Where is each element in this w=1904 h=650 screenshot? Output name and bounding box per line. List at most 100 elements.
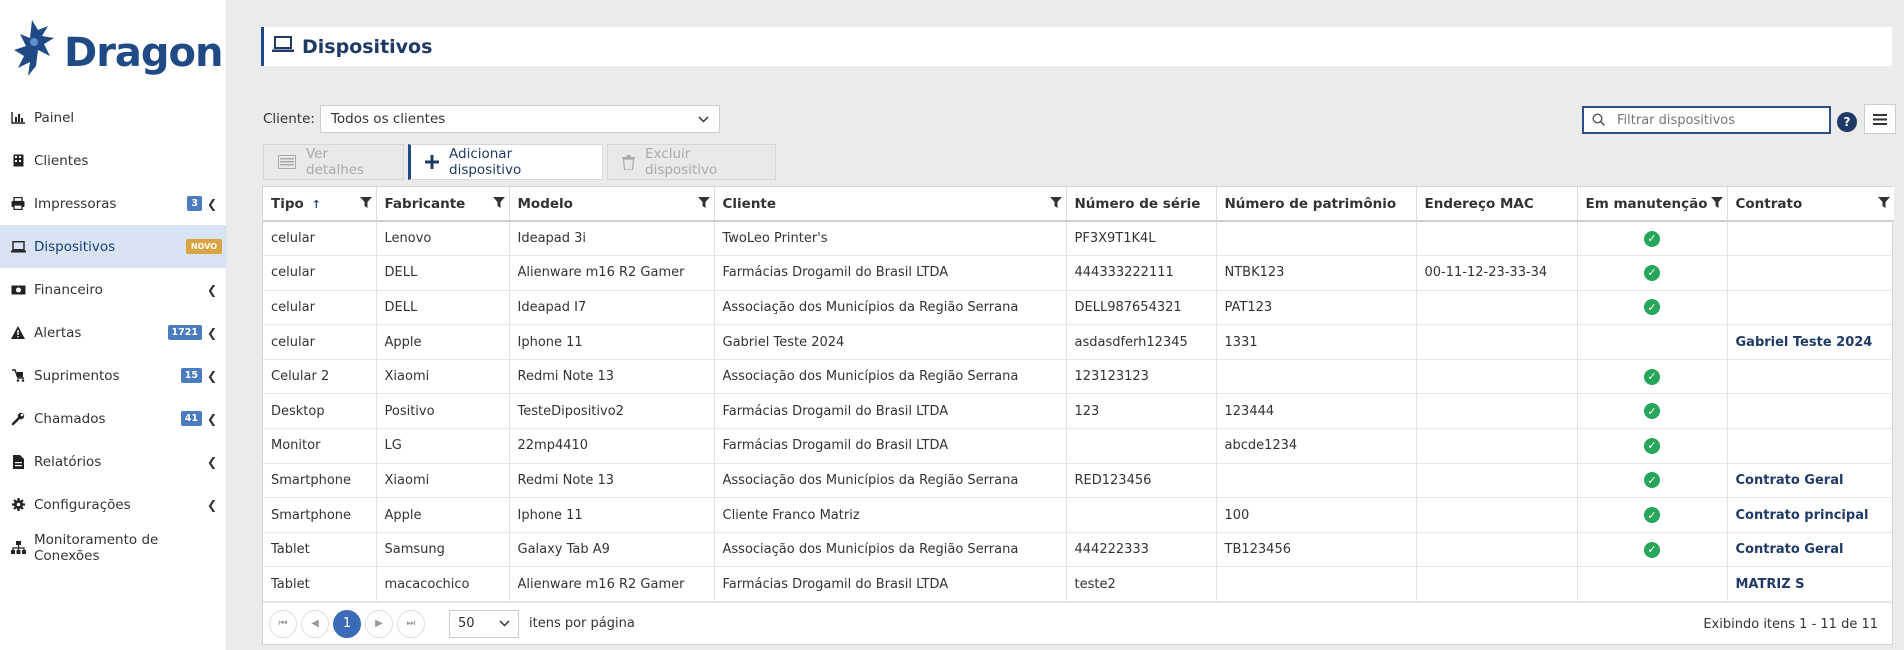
sidebar-item-relatorios[interactable]: Relatórios ❮ <box>0 440 226 483</box>
cell-contrato <box>1727 290 1894 326</box>
first-page-button[interactable]: ⏮ <box>269 609 297 638</box>
cell-modelo: Ideapad I7 <box>509 290 715 326</box>
check-circle-icon: ✓ <box>1644 437 1660 454</box>
next-page-button[interactable]: ▶ <box>365 609 393 638</box>
last-page-button[interactable]: ⏭ <box>397 609 425 638</box>
add-device-button[interactable]: Adicionar dispositivo <box>408 144 603 180</box>
cell-cliente: Cliente Franco Matriz <box>714 497 1067 533</box>
client-select[interactable]: Todos os clientes <box>319 105 720 133</box>
table-row[interactable]: celular DELL Alienware m16 R2 Gamer Farmáci… <box>263 255 1894 291</box>
sidebar-item-clientes[interactable]: Clientes <box>0 139 226 182</box>
cell-tipo: Smartphone <box>263 497 377 533</box>
table-row[interactable]: Desktop Positivo TesteDipositivo2 Farmácias… <box>263 393 1894 430</box>
prev-page-button[interactable]: ◀ <box>301 609 329 638</box>
filter-icon[interactable] <box>1049 197 1062 211</box>
sidebar-item-dispositivos[interactable]: Dispositivos NOVO <box>0 225 226 268</box>
count-badge: 3 <box>187 196 202 211</box>
cell-fabricante: Samsung <box>376 532 510 568</box>
help-icon[interactable]: ? <box>1837 112 1857 132</box>
filter-icon[interactable] <box>1878 197 1890 211</box>
table-row[interactable]: Tablet macacochico Alienware m16 R2 Gamer F… <box>263 566 1894 603</box>
delete-device-button[interactable]: Excluir dispositivo <box>607 144 776 180</box>
table-row[interactable]: celular Apple Iphone 11 Gabriel Teste 2024 a… <box>263 324 1894 360</box>
logo[interactable]: Dragon <box>0 0 226 96</box>
filter-icon[interactable] <box>492 197 505 211</box>
table-row[interactable]: Tablet Samsung Galaxy Tab A9 Associação dos… <box>263 532 1894 568</box>
column-header-manutencao[interactable]: Em manutenção <box>1577 187 1728 222</box>
check-circle-icon: ✓ <box>1644 403 1660 420</box>
cell-tipo: Tablet <box>263 532 377 568</box>
cell-tipo: celular <box>263 255 377 291</box>
filter-icon[interactable] <box>359 197 372 211</box>
cell-cliente: Farmácias Drogamil do Brasil LTDA <box>714 566 1067 603</box>
chevron-left-icon: ❮ <box>206 497 218 512</box>
column-header-fabricante[interactable]: Fabricante <box>376 187 510 222</box>
column-header-patrimonio[interactable]: Número de patrimônio <box>1216 187 1417 222</box>
table-row[interactable]: Celular 2 Xiaomi Redmi Note 13 Associação d… <box>263 359 1894 395</box>
cell-fabricante: macacochico <box>376 566 510 603</box>
cell-mac <box>1416 566 1578 603</box>
table-header-row: Tipo ↑ Fabricante Modelo Cliente Número d… <box>263 187 1894 222</box>
details-icon <box>278 155 296 169</box>
sidebar-item-label: Relatórios <box>34 453 102 470</box>
cell-tipo: Smartphone <box>263 463 377 499</box>
column-header-modelo[interactable]: Modelo <box>509 187 715 222</box>
cell-fabricante: DELL <box>376 255 510 291</box>
column-header-contrato[interactable]: Contrato <box>1727 187 1894 222</box>
table-row[interactable]: Smartphone Apple Iphone 11 Cliente Franco M… <box>263 497 1894 533</box>
sidebar-item-painel[interactable]: Painel <box>0 96 226 139</box>
sidebar-item-chamados[interactable]: Chamados 41 ❮ <box>0 397 226 440</box>
wrench-icon <box>10 411 26 427</box>
toolbar: Ver detalhes Adicionar dispositivo Exclu… <box>263 144 780 180</box>
chart-icon <box>10 110 26 126</box>
table-row[interactable]: Smartphone Xiaomi Redmi Note 13 Associação … <box>263 463 1894 499</box>
cell-modelo: Ideapad 3i <box>509 221 715 257</box>
search-input[interactable] <box>1617 112 1817 128</box>
column-header-mac[interactable]: Endereço MAC <box>1416 187 1578 222</box>
filter-icon[interactable] <box>697 197 710 211</box>
sidebar: Dragon Painel Clientes Impressoras 3 ❮ <box>0 0 227 650</box>
cell-patrimonio: PAT123 <box>1216 290 1417 326</box>
report-icon <box>10 454 26 470</box>
cell-contrato <box>1727 255 1894 291</box>
cell-cliente: TwoLeo Printer's <box>714 221 1067 257</box>
cell-manutencao: ✓ <box>1577 290 1728 326</box>
cell-tipo: celular <box>263 324 377 360</box>
cell-patrimonio <box>1216 566 1417 603</box>
sidebar-item-alertas[interactable]: Alertas 1721 ❮ <box>0 311 226 354</box>
column-header-tipo[interactable]: Tipo ↑ <box>263 187 377 222</box>
cell-modelo: Iphone 11 <box>509 497 715 533</box>
current-page-button[interactable]: 1 <box>333 609 361 638</box>
column-menu-button[interactable] <box>1864 104 1896 134</box>
cell-cliente: Gabriel Teste 2024 <box>714 324 1067 360</box>
client-select-value: Todos os clientes <box>330 111 446 127</box>
cell-tipo: Celular 2 <box>263 359 377 395</box>
sidebar-item-label: Configurações <box>34 496 131 513</box>
sidebar-item-configuracoes[interactable]: Configurações ❮ <box>0 483 226 526</box>
supplies-icon <box>10 368 26 384</box>
cell-cliente: Associação dos Municípios da Região Serr… <box>714 359 1067 395</box>
column-header-cliente[interactable]: Cliente <box>714 187 1067 222</box>
cell-cliente: Associação dos Municípios da Região Serr… <box>714 463 1067 499</box>
chevron-left-icon: ❮ <box>206 282 218 297</box>
table-row[interactable]: Monitor LG 22mp4410 Farmácias Drogamil do B… <box>263 428 1894 464</box>
sidebar-item-monitoramento[interactable]: Monitoramento de Conexões <box>0 526 226 569</box>
sidebar-item-financeiro[interactable]: Financeiro ❮ <box>0 268 226 311</box>
chevron-down-icon <box>499 616 510 631</box>
cell-serie: teste2 <box>1066 566 1217 603</box>
view-details-button[interactable]: Ver detalhes <box>263 144 404 180</box>
sidebar-item-impressoras[interactable]: Impressoras 3 ❮ <box>0 182 226 225</box>
table-row[interactable]: celular Lenovo Ideapad 3i TwoLeo Printer's P… <box>263 221 1894 257</box>
pager: ⏮ ◀ 1 ▶ ⏭ 50 itens por página Exibindo i… <box>263 602 1892 644</box>
sidebar-item-label: Alertas <box>34 324 82 341</box>
sidebar-item-label: Monitoramento de Conexões <box>34 531 159 564</box>
cell-tipo: celular <box>263 290 377 326</box>
check-circle-icon: ✓ <box>1644 299 1660 316</box>
page-size-select[interactable]: 50 <box>449 609 519 638</box>
sidebar-item-suprimentos[interactable]: Suprimentos 15 ❮ <box>0 354 226 397</box>
table-row[interactable]: celular DELL Ideapad I7 Associação dos Muni… <box>263 290 1894 326</box>
filter-icon[interactable] <box>1710 197 1723 211</box>
count-badge: 15 <box>180 368 202 383</box>
cell-mac <box>1416 463 1578 499</box>
column-header-serie[interactable]: Número de série <box>1066 187 1217 222</box>
